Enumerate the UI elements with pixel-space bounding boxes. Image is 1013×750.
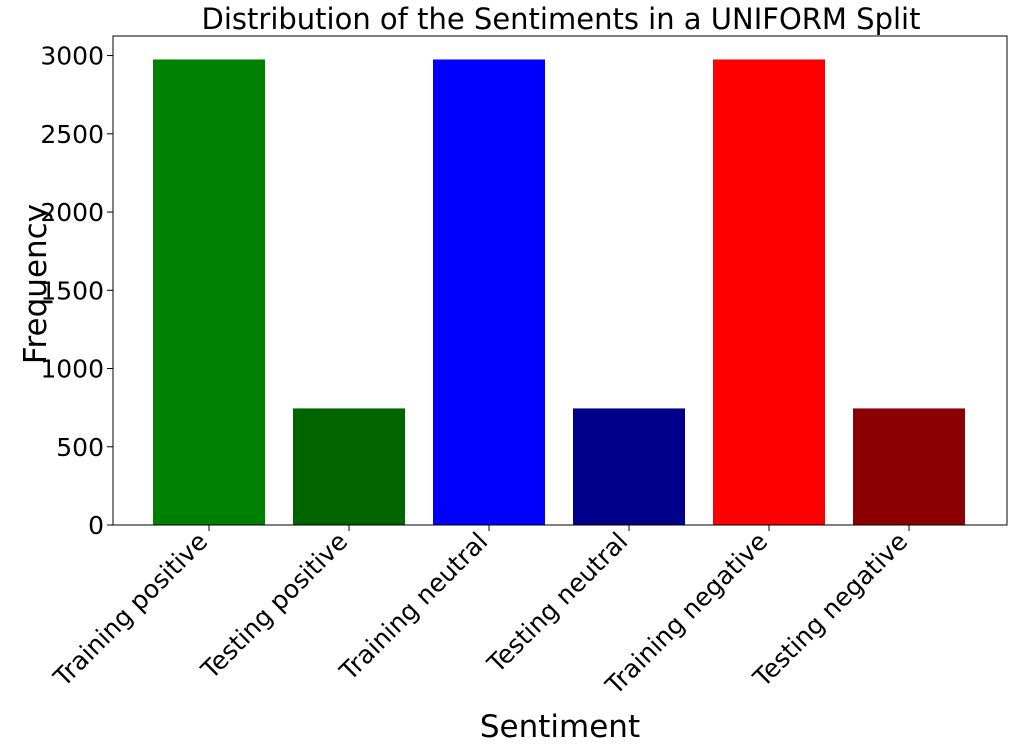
bar-training-positive: [153, 59, 265, 526]
y-tick-label: 1000: [40, 355, 104, 384]
plot-area: [153, 59, 965, 526]
y-tick-label: 500: [56, 433, 104, 462]
x-tick-label: Testing negative: [747, 527, 913, 693]
y-tick-label: 1500: [40, 276, 104, 305]
chart-title: Distribution of the Sentiments in a UNIF…: [202, 2, 921, 36]
bar-training-negative: [713, 59, 825, 526]
x-axis-label: Sentiment: [480, 709, 640, 745]
x-tick-label: Testing positive: [195, 527, 353, 685]
y-tick-label: 2000: [40, 198, 104, 227]
bar-training-neutral: [433, 59, 545, 526]
x-tick-label: Training positive: [47, 527, 213, 693]
bar-testing-positive: [293, 408, 405, 525]
bar-testing-negative: [853, 408, 965, 525]
y-tick-label: 2500: [40, 120, 104, 149]
y-tick-label: 3000: [40, 42, 104, 71]
bar-testing-neutral: [573, 408, 685, 525]
y-axis-label: Frequency: [18, 204, 54, 364]
y-tick-label: 0: [88, 511, 104, 540]
axes-frame: [112, 35, 1008, 526]
x-tick-label: Testing neutral: [481, 527, 633, 679]
x-tick-label: Training neutral: [333, 527, 493, 687]
